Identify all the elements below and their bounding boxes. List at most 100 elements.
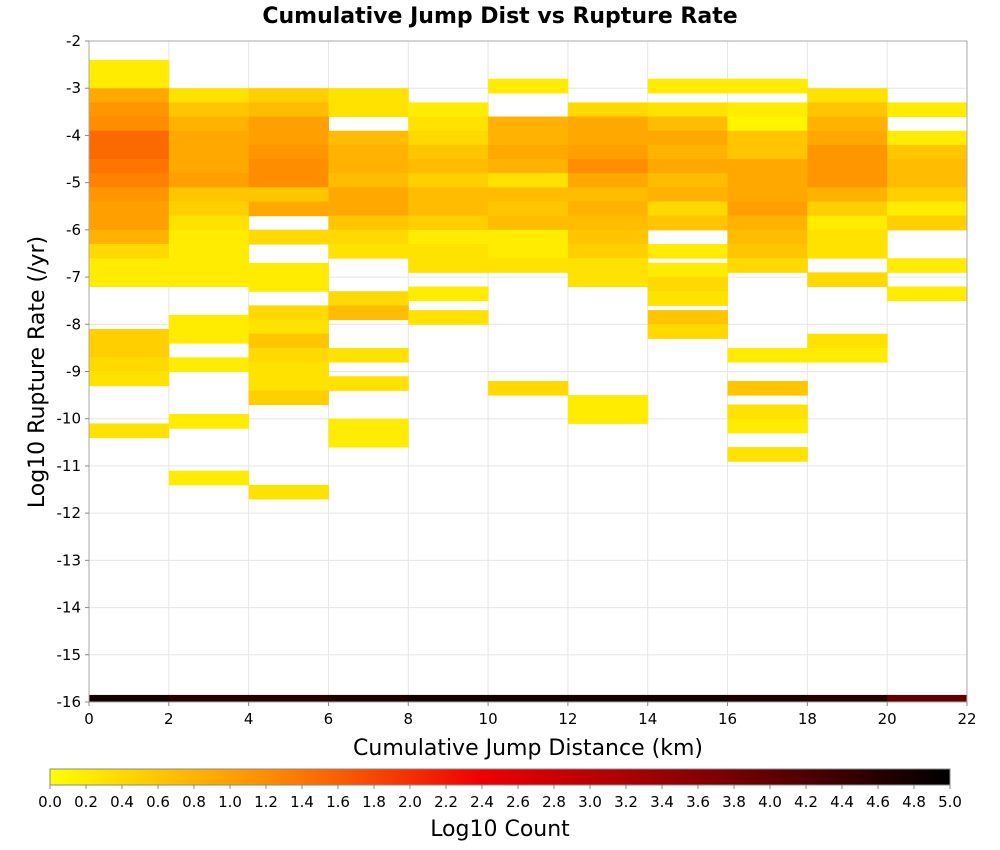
heatmap-cell: [248, 116, 329, 132]
heatmap-cell: [328, 88, 409, 103]
heatmap-cell: [807, 244, 888, 259]
y-tick-label: -7: [66, 268, 81, 286]
colorbar-label: Log10 Count: [430, 817, 570, 842]
heatmap-cell: [89, 173, 170, 188]
heatmap-cell: [168, 470, 250, 486]
heatmap-cell: [727, 258, 808, 273]
x-tick-label: 18: [798, 710, 817, 728]
colorbar-tick-label: 4.2: [794, 793, 818, 811]
heatmap-cell: [807, 229, 888, 245]
heatmap-cell: [89, 102, 170, 118]
y-tick-label: -13: [57, 551, 82, 569]
colorbar-tick-label: 1.8: [362, 793, 386, 811]
heatmap-cell: [567, 201, 649, 217]
heatmap-cell: [248, 130, 329, 146]
colorbar-tick-label: 1.4: [290, 793, 314, 811]
heatmap-cell: [727, 144, 808, 160]
heatmap-cell: [488, 116, 569, 132]
heatmap-cell: [567, 395, 649, 410]
heatmap-cell: [168, 329, 250, 344]
heatmap-cell: [567, 215, 649, 231]
heatmap-cell: [807, 347, 888, 363]
x-tick-label: 8: [403, 710, 413, 728]
heatmap-cell: [168, 215, 250, 231]
heatmap-cell: [248, 144, 329, 160]
heatmap-cell: [807, 694, 888, 703]
heatmap-cell: [408, 258, 489, 273]
heatmap-cell: [328, 201, 409, 217]
heatmap-cell: [89, 215, 170, 231]
heatmap-cell: [168, 102, 250, 118]
heatmap-cell: [248, 362, 329, 377]
heatmap-cell: [89, 272, 170, 288]
heatmap-cell: [408, 229, 489, 245]
heatmap-cell: [567, 102, 649, 118]
heatmap-cell: [408, 201, 489, 217]
x-tick-label: 10: [479, 710, 498, 728]
heatmap-cell: [647, 201, 729, 217]
heatmap-cell: [887, 159, 968, 174]
heatmap-cell: [248, 159, 329, 174]
x-axis-ticks: 0 2 4 6 8 10 12 14 16 18 20 22: [84, 702, 977, 728]
heatmap-cell: [328, 376, 409, 391]
heatmap-cell: [408, 116, 489, 132]
heatmap-cell: [248, 201, 329, 217]
heatmap-cell: [647, 116, 729, 132]
colorbar-tick-label: 2.0: [398, 793, 422, 811]
colorbar-tick-label: 1.2: [254, 793, 278, 811]
heatmap-cell: [567, 694, 649, 703]
heatmap-cell: [887, 258, 968, 273]
heatmap-cell: [887, 102, 968, 118]
heatmap-cell: [488, 258, 569, 273]
heatmap-cell: [727, 694, 808, 703]
heatmap-cell: [567, 187, 649, 203]
colorbar-tick-label: 2.8: [542, 793, 566, 811]
heatmap-cell: [727, 380, 808, 396]
heatmap-cell: [887, 130, 968, 146]
heatmap-cell: [807, 102, 888, 118]
heatmap-cell: [727, 201, 808, 217]
heatmap-cell: [328, 102, 409, 118]
heatmap-cell: [567, 130, 649, 146]
heatmap-cell: [248, 376, 329, 391]
heatmap-cell: [89, 130, 170, 146]
heatmap-cell: [328, 215, 409, 231]
heatmap-cell: [408, 187, 489, 203]
heatmap-cell: [727, 229, 808, 245]
heatmap-cell: [168, 116, 250, 132]
heatmap-cell: [727, 187, 808, 203]
heatmap-cell: [89, 201, 170, 217]
y-axis-ticks: -2 -3 -4 -5 -6 -7 -8 -9 -10 -11 -12 -13 -14 -15 -16: [57, 32, 89, 711]
heatmap-cell: [89, 59, 170, 75]
heatmap-cell: [168, 159, 250, 174]
heatmap-cell: [328, 291, 409, 306]
heatmap-cell: [408, 102, 489, 118]
heatmap-cell: [727, 78, 808, 94]
heatmap-cell: [168, 357, 250, 372]
heatmap-cell: [488, 215, 569, 231]
heatmap-cell: [328, 694, 409, 703]
colorbar-tick-label: 2.6: [506, 793, 530, 811]
heatmap-cell: [168, 173, 250, 188]
heatmap-cell: [248, 333, 329, 349]
heatmap-cell: [488, 159, 569, 174]
heatmap-cell: [248, 277, 329, 292]
heatmap-cell: [328, 173, 409, 188]
colorbar-tick-label: 3.8: [722, 793, 746, 811]
heatmap-cell: [168, 244, 250, 259]
heatmap-cell: [248, 319, 329, 335]
heatmap-cell: [248, 262, 329, 278]
heatmap-cell: [488, 694, 569, 703]
y-tick-label: -14: [57, 599, 82, 617]
x-tick-label: 0: [84, 710, 94, 728]
y-tick-label: -11: [57, 457, 82, 475]
heatmap-cell: [168, 258, 250, 273]
heatmap-cell: [168, 130, 250, 146]
heatmap-cell: [647, 324, 729, 339]
colorbar-tick-label: 0.4: [110, 793, 134, 811]
y-tick-label: -8: [66, 315, 81, 333]
heatmap-cell: [328, 432, 409, 448]
heatmap-cell: [647, 102, 729, 118]
heatmap-cell: [807, 333, 888, 349]
heatmap-cell: [89, 88, 170, 103]
